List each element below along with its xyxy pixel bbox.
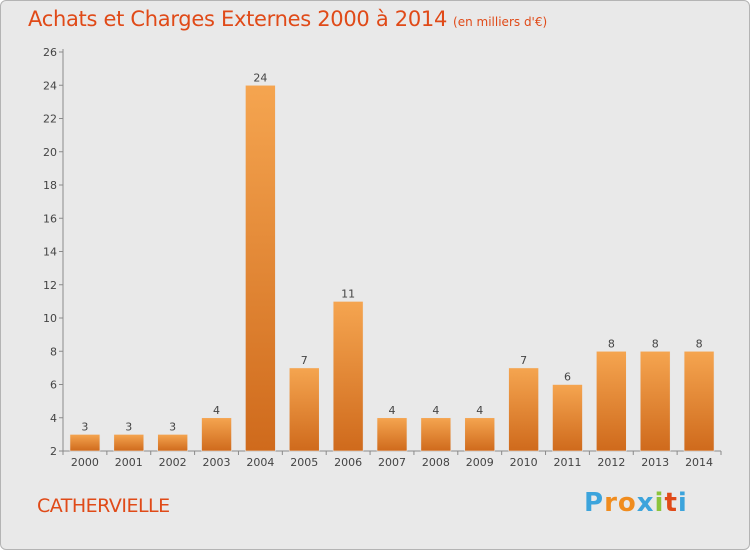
logo-letter: r <box>604 488 618 518</box>
bar <box>376 417 408 452</box>
data-label: 8 <box>652 337 659 350</box>
y-tick-label: 24 <box>43 79 57 92</box>
data-label: 7 <box>520 354 527 367</box>
x-tick-label: 2005 <box>290 456 318 469</box>
chart-title-text: Achats et Charges Externes 2000 à 2014 <box>28 7 448 31</box>
y-tick-label: 2 <box>50 445 57 458</box>
bar <box>596 350 627 452</box>
chart-title: Achats et Charges Externes 2000 à 2014 (e… <box>28 7 547 31</box>
chart-bars: 3 3 3 4 24 7 11 4 4 4 7 6 8 8 8 <box>69 71 715 452</box>
x-tick-label: 2011 <box>553 456 581 469</box>
data-label: 4 <box>213 404 220 417</box>
logo-letter: i <box>677 488 688 518</box>
bar <box>332 301 364 452</box>
bar <box>552 384 583 452</box>
x-tick-label: 2012 <box>597 456 625 469</box>
x-tick-label: 2013 <box>641 456 669 469</box>
x-tick-label: 2006 <box>334 456 362 469</box>
x-tick-label: 2014 <box>685 456 713 469</box>
data-label: 4 <box>476 404 483 417</box>
logo-letter: o <box>617 488 637 518</box>
bar <box>245 84 276 452</box>
x-tick-label: 2008 <box>422 456 450 469</box>
bar <box>157 434 188 452</box>
y-tick-label: 14 <box>43 246 57 259</box>
y-tick-label: 26 <box>43 46 57 59</box>
x-tick-label: 2002 <box>159 456 187 469</box>
bar <box>201 417 232 452</box>
chart-unit: (en milliers d'€) <box>453 15 548 29</box>
y-tick-label: 12 <box>43 279 57 292</box>
data-label: 4 <box>432 404 439 417</box>
y-tick-label: 6 <box>50 379 57 392</box>
place-name: CATHERVIELLE <box>37 495 170 517</box>
x-tick-label: 2009 <box>466 456 494 469</box>
x-tick-label: 2001 <box>115 456 143 469</box>
bar <box>69 434 101 452</box>
data-label: 11 <box>341 287 355 300</box>
y-tick-label: 20 <box>43 146 57 159</box>
y-tick-label: 18 <box>43 179 57 192</box>
bar <box>288 367 320 452</box>
y-tick-label: 8 <box>50 345 57 358</box>
bar <box>639 350 671 452</box>
proxiti-logo[interactable]: Proxiti <box>584 488 688 518</box>
logo-letter: P <box>584 488 605 518</box>
data-label: 6 <box>564 371 571 384</box>
data-label: 3 <box>81 420 88 433</box>
data-label: 3 <box>169 420 176 433</box>
logo-letter: t <box>664 488 678 518</box>
data-label: 24 <box>253 71 267 84</box>
x-tick-label: 2003 <box>203 456 231 469</box>
logo-letter: i <box>654 488 665 518</box>
x-tick-label: 2000 <box>71 456 99 469</box>
bar <box>683 350 715 452</box>
y-tick-label: 22 <box>43 113 57 126</box>
y-tick-label: 10 <box>43 312 57 325</box>
x-tick-label: 2007 <box>378 456 406 469</box>
data-label: 8 <box>608 337 615 350</box>
bar <box>508 367 539 452</box>
bar <box>464 417 496 452</box>
bar <box>420 417 452 452</box>
bar <box>113 434 145 452</box>
data-label: 4 <box>389 404 396 417</box>
y-tick-label: 16 <box>43 212 57 225</box>
logo-letter: x <box>636 488 655 518</box>
x-tick-label: 2004 <box>246 456 274 469</box>
data-label: 8 <box>696 337 703 350</box>
x-tick-label: 2010 <box>510 456 538 469</box>
data-label: 3 <box>125 420 132 433</box>
y-tick-label: 4 <box>50 412 57 425</box>
data-label: 7 <box>301 354 308 367</box>
